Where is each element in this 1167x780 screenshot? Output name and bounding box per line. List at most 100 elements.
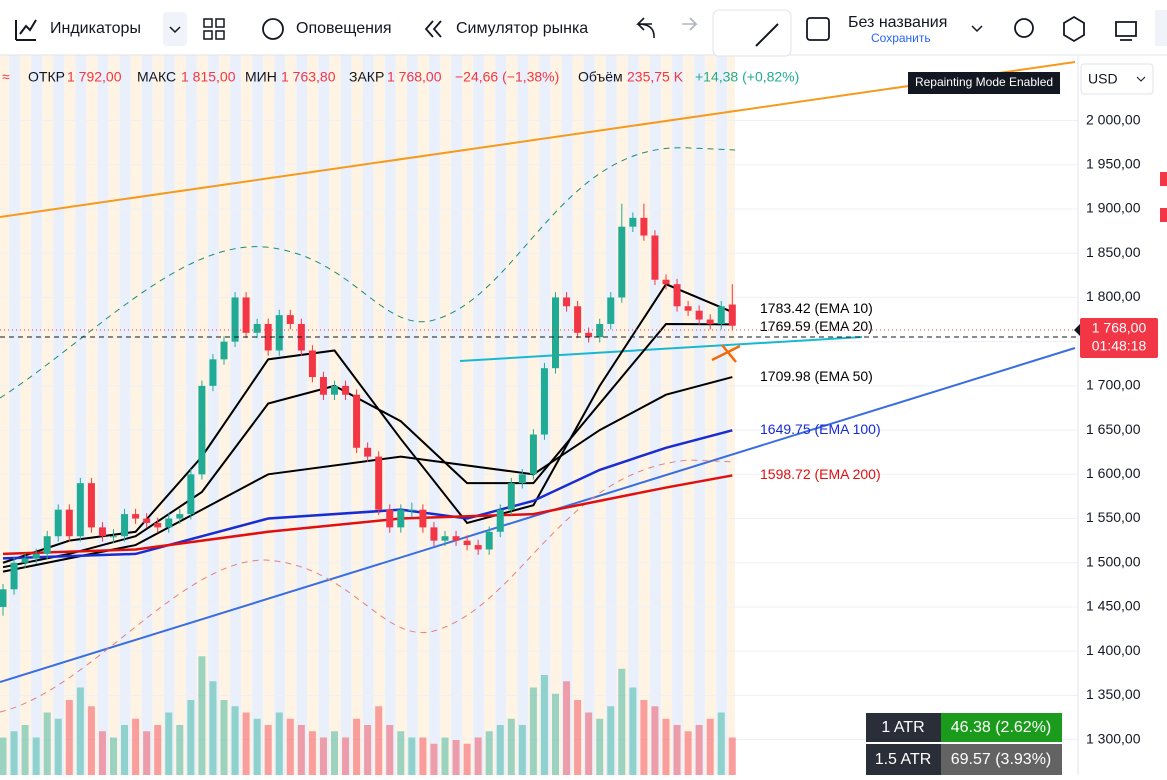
alerts-icon[interactable]: [262, 18, 284, 40]
line-tool[interactable]: [755, 23, 779, 47]
screenshot[interactable]: [1115, 21, 1137, 41]
edge-marker: [1160, 208, 1167, 222]
volume-bar: [419, 737, 427, 775]
y-tick-label: 1 400,00: [1086, 642, 1141, 658]
save-link[interactable]: Сохранить: [871, 31, 931, 45]
candle-body: [76, 483, 84, 537]
currency-select[interactable]: [1080, 63, 1154, 95]
volume-bar: [552, 693, 559, 775]
y-tick-label: 1 700,00: [1086, 377, 1141, 393]
volume-bar: [76, 687, 84, 775]
candle-body: [706, 319, 714, 324]
volume-bar: [87, 706, 95, 775]
volume-bar: [375, 706, 383, 775]
layout-name[interactable]: Без названия: [848, 14, 947, 31]
ema-label: 1769.59 (EMA 20): [760, 318, 873, 334]
candle-body: [574, 306, 582, 333]
legend-change: +14,38 (+0,82%): [695, 69, 799, 85]
settings[interactable]: [1063, 15, 1085, 43]
countdown: 01:48:18: [1092, 338, 1147, 354]
ema-label: 1783.42 (EMA 10): [760, 300, 873, 316]
replay-icon[interactable]: [424, 20, 442, 38]
trend-line: [0, 347, 1076, 683]
candle-body: [198, 385, 206, 475]
volume-bar: [596, 718, 604, 775]
checkbox[interactable]: [806, 17, 830, 41]
candle-body: [397, 509, 405, 528]
volume-bar: [386, 725, 394, 775]
volume-bar: [585, 712, 593, 775]
candle-body: [441, 536, 449, 541]
candles: [0, 203, 736, 616]
volume-bar: [662, 718, 670, 775]
indicators-icon[interactable]: [15, 19, 37, 41]
volume-bar: [695, 725, 703, 775]
edge-marker: [1160, 172, 1167, 186]
volume-bar: [618, 668, 626, 775]
volume-bar: [540, 675, 548, 775]
chevron: [169, 26, 181, 34]
candle-body: [640, 217, 648, 236]
volume-bar: [98, 731, 106, 775]
currency[interactable]: USD: [1088, 71, 1118, 87]
atr-label: 1.5 ATR: [875, 751, 932, 768]
undo[interactable]: [636, 17, 655, 39]
chevron: [971, 25, 983, 33]
atr-value: 69.57 (3.93%): [951, 751, 1052, 768]
last-price: 1 768,00: [1092, 320, 1147, 336]
quick-search[interactable]: [1014, 18, 1034, 38]
legend-value: 1 763,80: [281, 69, 336, 85]
y-tick-label: 1 500,00: [1086, 553, 1141, 569]
candle-body: [695, 310, 703, 320]
y-tick-label: 1 300,00: [1086, 730, 1141, 746]
ema-label: 1598.72 (EMA 200): [760, 466, 881, 482]
volume-bar: [463, 743, 471, 775]
y-tick-label: 1 650,00: [1086, 421, 1141, 437]
replay-button[interactable]: Симулятор рынка: [456, 20, 588, 37]
atr-cell: [866, 744, 941, 775]
volume-bar: [286, 718, 294, 775]
volume-bar: [176, 725, 184, 775]
volume-bar: [54, 718, 62, 775]
y-tick-label: 1 550,00: [1086, 509, 1141, 525]
atr-label: 1 ATR: [881, 719, 924, 736]
candle-body: [231, 297, 239, 342]
volume-bar: [154, 725, 162, 775]
volume-bar: [563, 681, 571, 775]
candle-body: [529, 434, 537, 475]
volume-bar: [121, 725, 129, 775]
volume-bar: [342, 737, 350, 775]
redo[interactable]: [682, 17, 698, 31]
candle-body: [618, 226, 626, 298]
candle-body: [585, 332, 593, 338]
volume-bar: [496, 725, 504, 775]
candle-body: [728, 304, 736, 326]
candle-body: [563, 297, 571, 307]
y-tick-label: 1 950,00: [1086, 155, 1141, 171]
y-tick-label: 1 450,00: [1086, 598, 1141, 614]
volume-bar: [684, 731, 692, 775]
candle-body: [651, 235, 659, 280]
volume-bar: [485, 731, 493, 775]
layouts-icon[interactable]: [203, 18, 225, 40]
candle-body: [408, 509, 416, 511]
badge: [908, 72, 1060, 94]
volume-bar: [408, 737, 416, 775]
volume-bar: [220, 700, 228, 775]
chevron: [1136, 76, 1146, 82]
candle-body: [452, 536, 460, 541]
legend-value: 1 815,00: [181, 69, 236, 85]
legend-change: −24,66 (−1,38%): [455, 69, 559, 85]
volume-bars: [0, 656, 736, 775]
candle-body: [540, 368, 548, 435]
y-axis: 2 000,00 1 950,00 1 900,00 1 850,00 1 800,00…: [1086, 111, 1141, 746]
last-price-tag: [1080, 318, 1158, 358]
volume-bar: [253, 718, 261, 775]
candle-body: [596, 323, 604, 338]
volume-bar: [353, 718, 361, 775]
alerts-button[interactable]: Оповещения: [296, 20, 392, 37]
indicators-button[interactable]: Индикаторы: [50, 20, 141, 37]
volume-bar: [651, 706, 659, 775]
candle-body: [286, 315, 294, 324]
dropdown[interactable]: [163, 12, 187, 46]
